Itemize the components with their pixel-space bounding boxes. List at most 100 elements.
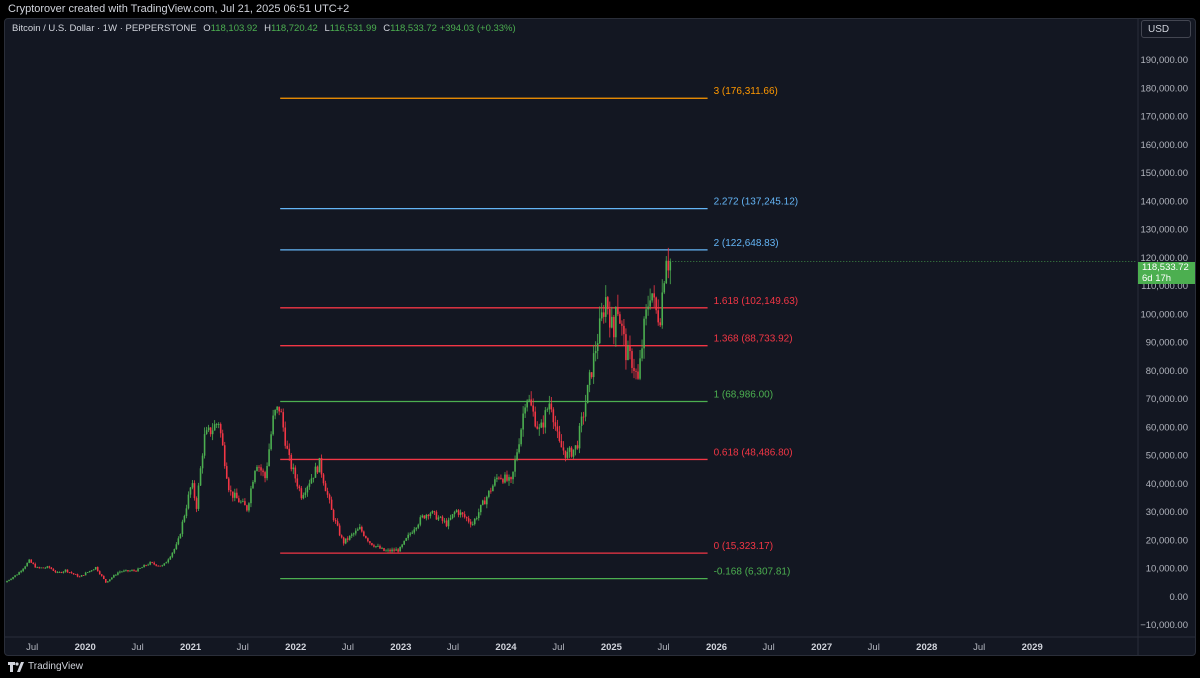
candle-body bbox=[179, 534, 182, 539]
last-price-value: 118,533.72 bbox=[1142, 262, 1189, 273]
candle-body bbox=[64, 569, 67, 572]
candle-body bbox=[117, 572, 119, 575]
candle-body bbox=[225, 466, 228, 479]
candle-body bbox=[54, 570, 57, 573]
candle-body bbox=[50, 567, 53, 570]
candle-body bbox=[506, 474, 508, 481]
candle-body bbox=[409, 533, 412, 535]
y-tick-label: 80,000.00 bbox=[1146, 366, 1188, 377]
fib-level-label: 2.272 (137,245.12) bbox=[714, 197, 799, 208]
x-tick-label: 2021 bbox=[180, 642, 202, 653]
candle-body bbox=[22, 568, 24, 572]
candle-body bbox=[195, 498, 198, 509]
candle-body bbox=[193, 483, 196, 499]
candle-body bbox=[389, 549, 391, 552]
candle-body bbox=[133, 570, 135, 571]
tradingview-brand[interactable]: TradingView bbox=[8, 661, 83, 672]
currency-button[interactable]: USD bbox=[1141, 20, 1191, 38]
fib-level-label: 3 (176,311.66) bbox=[714, 86, 778, 97]
candle-body bbox=[657, 310, 659, 323]
candle-body bbox=[312, 477, 315, 479]
y-tick-label: 140,000.00 bbox=[1140, 196, 1188, 207]
candle-body bbox=[145, 565, 147, 566]
candle-body bbox=[451, 514, 454, 519]
candle-body bbox=[510, 477, 512, 480]
candle-body bbox=[441, 516, 444, 521]
candle-body bbox=[137, 568, 139, 572]
candle-body bbox=[161, 565, 164, 567]
candle-body bbox=[187, 494, 190, 509]
candle-body bbox=[131, 570, 133, 571]
y-tick-label: 170,000.00 bbox=[1140, 112, 1188, 123]
candle-body bbox=[302, 494, 305, 499]
candle-body bbox=[234, 492, 236, 498]
candle-body bbox=[564, 450, 567, 458]
candle-body bbox=[141, 567, 143, 569]
candle-body bbox=[574, 445, 577, 450]
candle-body bbox=[463, 514, 466, 518]
candle-body bbox=[20, 571, 22, 573]
candle-body bbox=[248, 503, 250, 511]
candle-body bbox=[246, 505, 248, 511]
candle-body bbox=[155, 564, 157, 566]
candle-body bbox=[229, 490, 232, 492]
candle-body bbox=[381, 548, 383, 549]
candle-body bbox=[415, 527, 418, 530]
candle-body bbox=[260, 467, 262, 471]
candle-body bbox=[330, 499, 333, 510]
candle-body bbox=[397, 549, 399, 552]
x-tick-label: 2027 bbox=[811, 642, 832, 653]
candle-body bbox=[207, 427, 210, 431]
candle-body bbox=[66, 569, 69, 573]
candle-body bbox=[72, 573, 75, 575]
candle-body bbox=[42, 567, 45, 569]
y-tick-label: 120,000.00 bbox=[1140, 253, 1188, 264]
candle-body bbox=[522, 413, 524, 430]
candle-body bbox=[304, 492, 307, 495]
candle-body bbox=[455, 510, 458, 513]
candle-body bbox=[546, 409, 549, 411]
candle-body bbox=[236, 492, 238, 499]
candle-body bbox=[538, 427, 541, 429]
candle-body bbox=[60, 572, 63, 573]
candle-body bbox=[488, 490, 490, 497]
y-tick-label: 40,000.00 bbox=[1146, 479, 1188, 490]
fib-level-label: 1 (68,986.00) bbox=[714, 390, 774, 401]
y-tick-label: 70,000.00 bbox=[1146, 394, 1188, 405]
candle-body bbox=[292, 467, 295, 470]
y-tick-label: 20,000.00 bbox=[1146, 535, 1188, 546]
candle-body bbox=[435, 511, 438, 520]
x-tick-label: Jul bbox=[763, 642, 775, 653]
candle-body bbox=[407, 534, 410, 539]
symbol-name[interactable]: Bitcoin / U.S. Dollar · 1W · PEPPERSTONE bbox=[12, 23, 197, 34]
candle-body bbox=[274, 410, 276, 416]
y-tick-label: 100,000.00 bbox=[1140, 309, 1188, 320]
fib-level-label: 2 (122,648.83) bbox=[714, 238, 779, 249]
y-tick-label: 130,000.00 bbox=[1140, 225, 1188, 236]
candle-body bbox=[14, 575, 16, 578]
candle-body bbox=[383, 548, 385, 551]
fib-level-label: 0.618 (48,486.80) bbox=[714, 447, 793, 458]
candle-body bbox=[30, 559, 33, 563]
candle-body bbox=[530, 399, 532, 406]
x-tick-label: Jul bbox=[237, 642, 249, 653]
candle-body bbox=[238, 498, 240, 503]
candle-body bbox=[504, 474, 506, 483]
candle-body bbox=[411, 532, 414, 534]
candle-body bbox=[429, 513, 432, 517]
candle-body bbox=[516, 452, 518, 460]
candle-body bbox=[431, 511, 434, 514]
candle-body bbox=[502, 478, 504, 483]
x-tick-label: Jul bbox=[447, 642, 459, 653]
candle-body bbox=[191, 483, 194, 488]
candle-body bbox=[479, 504, 482, 513]
candle-body bbox=[477, 512, 480, 519]
candle-body bbox=[98, 571, 101, 575]
candle-body bbox=[68, 572, 71, 573]
candle-body bbox=[359, 526, 361, 530]
candle-body bbox=[100, 574, 103, 576]
candle-body bbox=[443, 520, 446, 522]
candle-body bbox=[123, 570, 125, 572]
candle-body bbox=[391, 549, 393, 552]
